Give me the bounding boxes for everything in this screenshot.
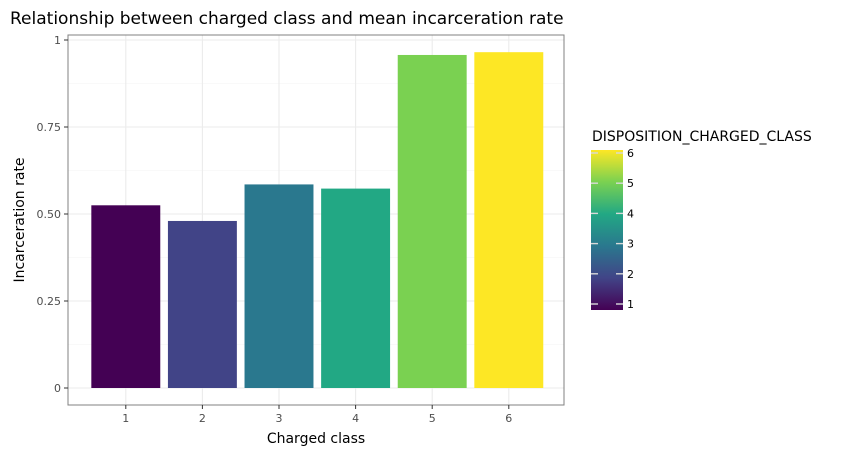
legend-tick-label: 2 xyxy=(627,268,634,281)
y-tick-label: 0.25 xyxy=(37,295,62,308)
legend-tick-label: 5 xyxy=(627,177,634,190)
y-tick-label: 0 xyxy=(54,382,61,395)
x-tick-label: 1 xyxy=(122,412,129,425)
legend-colorbar xyxy=(591,150,623,310)
bar-6 xyxy=(474,52,544,389)
legend-tick-label: 4 xyxy=(627,207,634,220)
x-axis-title: Charged class xyxy=(267,431,365,447)
x-tick-label: 6 xyxy=(505,412,512,425)
legend-tick-label: 6 xyxy=(627,147,634,160)
bar-5 xyxy=(397,54,467,389)
x-tick-label: 2 xyxy=(199,412,206,425)
x-tick-label: 3 xyxy=(276,412,283,425)
bar-3 xyxy=(244,184,314,388)
chart-title: Relationship between charged class and m… xyxy=(10,9,564,29)
y-tick-label: 0.50 xyxy=(37,208,62,221)
x-tick-label: 4 xyxy=(352,412,359,425)
legend-title: DISPOSITION_CHARGED_CLASS xyxy=(592,129,812,145)
x-axis-ticks: 1 2 3 4 5 6 xyxy=(122,405,512,425)
plot-border xyxy=(67,34,565,406)
x-tick-label: 5 xyxy=(429,412,436,425)
y-axis-ticks: 0 0.25 0.50 0.75 1 xyxy=(37,34,68,395)
y-tick-label: 0.75 xyxy=(37,121,62,134)
bar-1 xyxy=(91,205,161,388)
legend-tick-label: 1 xyxy=(627,298,634,311)
legend-ticks: 1 2 3 4 5 6 xyxy=(591,147,634,311)
bar-4 xyxy=(321,188,391,388)
y-axis-title: Incarceration rate xyxy=(12,157,28,282)
legend-tick-label: 3 xyxy=(627,238,634,251)
bars xyxy=(91,52,544,389)
y-tick-label: 1 xyxy=(54,34,61,47)
bar-2 xyxy=(167,220,237,388)
